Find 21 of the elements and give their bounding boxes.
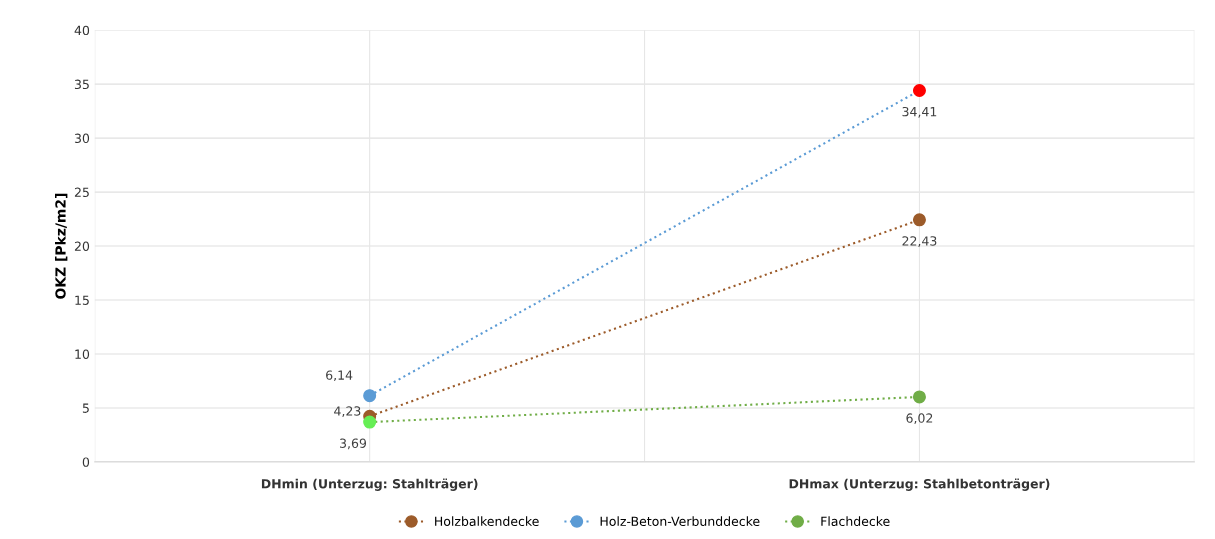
legend-label: Flachdecke — [821, 516, 890, 527]
x-tick-label: DHmax (Unterzug: Stahlbetonträger) — [789, 478, 1050, 491]
y-tick-label: 25 — [74, 187, 89, 198]
data-label: 6,02 — [906, 413, 933, 425]
y-tick-label: 5 — [82, 403, 89, 413]
y-tick-label: 0 — [82, 457, 90, 467]
x-tick-label: DHmin (Unterzug: Stahlträger) — [261, 478, 478, 491]
data-label: 34,41 — [902, 106, 937, 118]
y-tick-label: 15 — [75, 295, 89, 305]
data-label: 4,23 — [334, 406, 361, 417]
legend-label: Holz-Beton-Verbunddecke — [600, 516, 760, 527]
data-label: 22,43 — [902, 236, 937, 247]
y-tick-label: 10 — [75, 349, 90, 359]
y-tick-label: 35 — [74, 79, 89, 90]
data-label: 6,14 — [326, 370, 353, 382]
data-label: 3,69 — [340, 438, 367, 450]
y-tick-label: 40 — [74, 25, 90, 36]
y-tick-label: 20 — [74, 241, 90, 251]
y-tick-label: 30 — [74, 133, 90, 144]
legend-label: Holzbalkendecke — [435, 516, 539, 527]
y-axis-title: OKZ [Pkz/m2] — [55, 193, 68, 299]
